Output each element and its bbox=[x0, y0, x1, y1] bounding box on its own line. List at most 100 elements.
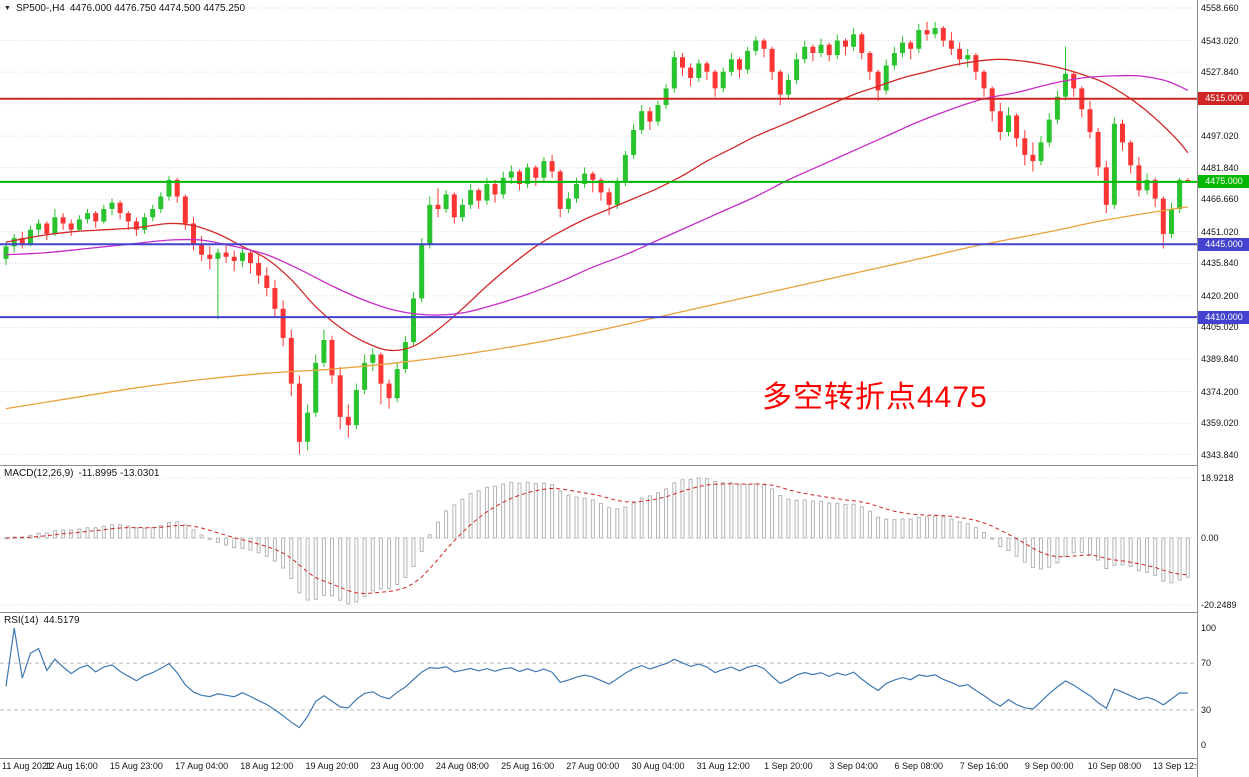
bull-candle bbox=[419, 244, 425, 299]
macd-histogram-bar bbox=[1185, 537, 1190, 578]
macd-histogram-bar bbox=[436, 521, 440, 539]
macd-histogram-bar bbox=[533, 483, 538, 539]
bull-candle bbox=[52, 217, 58, 234]
macd-histogram-bar bbox=[1177, 537, 1182, 581]
bear-candle bbox=[517, 171, 522, 184]
bear-candle bbox=[843, 40, 848, 47]
macd-histogram-bar bbox=[378, 537, 383, 590]
bull-candle bbox=[745, 50, 751, 70]
bull-candle bbox=[215, 252, 221, 259]
macd-axis-label: 18.9218 bbox=[1201, 473, 1234, 483]
macd-histogram-bar bbox=[558, 490, 563, 539]
price-pane[interactable]: ▼ SP500-,H4 4476.000 4476.750 4474.500 4… bbox=[0, 0, 1197, 465]
price-axis-label: 4359.020 bbox=[1201, 418, 1239, 429]
bear-candle bbox=[329, 340, 335, 376]
macd-histogram-bar bbox=[957, 521, 962, 539]
macd-histogram-bar bbox=[908, 518, 913, 539]
price-chart-svg bbox=[0, 7, 1197, 456]
macd-histogram-bar bbox=[44, 532, 49, 539]
macd-histogram-bar bbox=[566, 494, 571, 539]
bear-candle bbox=[296, 383, 302, 442]
bull-candle bbox=[109, 202, 115, 209]
bear-candle bbox=[231, 256, 237, 261]
price-axis-label: 4343.840 bbox=[1201, 449, 1239, 460]
rsi-axis-label: 0 bbox=[1201, 740, 1207, 750]
bull-candle bbox=[85, 213, 90, 220]
macd-axis-label: 0.00 bbox=[1201, 533, 1219, 543]
bear-candle bbox=[182, 196, 188, 224]
macd-values: -11.8995 -13.0301 bbox=[78, 468, 160, 479]
macd-histogram-bar bbox=[876, 516, 881, 539]
macd-histogram-bar bbox=[313, 537, 318, 600]
bear-candle bbox=[981, 71, 987, 89]
macd-histogram-bar bbox=[607, 507, 612, 539]
bull-candle bbox=[671, 57, 677, 89]
time-axis-label: 30 Aug 04:00 bbox=[631, 761, 685, 771]
pane-separator[interactable] bbox=[0, 758, 1249, 759]
bull-candle bbox=[834, 40, 840, 56]
bear-candle bbox=[989, 88, 995, 112]
bear-candle bbox=[60, 217, 66, 224]
macd-pane[interactable]: MACD(12,26,9) -11.8995 -13.0301 bbox=[0, 466, 1197, 612]
bull-candle bbox=[362, 362, 368, 390]
price-axis-label: 4543.020 bbox=[1201, 35, 1239, 46]
macd-histogram-bar bbox=[704, 478, 709, 539]
bull-candle bbox=[36, 223, 42, 230]
bear-candle bbox=[769, 48, 775, 72]
macd-histogram-bar bbox=[69, 529, 74, 539]
time-axis-label: 27 Aug 00:00 bbox=[566, 761, 620, 771]
bull-candle bbox=[932, 28, 938, 35]
macd-histogram-bar bbox=[778, 495, 783, 539]
bear-candle bbox=[125, 213, 131, 222]
macd-histogram-bar bbox=[191, 529, 196, 539]
macd-histogram-bar bbox=[990, 537, 995, 540]
macd-histogram-bar bbox=[1047, 537, 1052, 568]
pane-separator[interactable] bbox=[0, 612, 1249, 613]
bear-candle bbox=[875, 71, 881, 91]
bear-candle bbox=[435, 204, 441, 209]
bull-candle bbox=[443, 194, 449, 209]
macd-histogram-bar bbox=[264, 537, 269, 557]
bear-candle bbox=[272, 288, 278, 309]
macd-histogram-bar bbox=[338, 537, 343, 601]
bear-candle bbox=[688, 67, 694, 78]
bull-candle bbox=[508, 171, 514, 178]
macd-histogram-bar bbox=[289, 537, 294, 579]
macd-histogram-bar bbox=[36, 532, 41, 539]
bull-candle bbox=[1054, 96, 1060, 120]
macd-histogram-bar bbox=[232, 537, 237, 548]
bull-candle bbox=[1063, 73, 1068, 97]
macd-histogram-bar bbox=[1169, 537, 1174, 584]
bull-candle bbox=[883, 65, 889, 91]
bull-candle bbox=[500, 177, 506, 195]
macd-signal-line bbox=[5, 483, 1188, 595]
bull-candle bbox=[614, 181, 620, 205]
rsi-svg bbox=[0, 627, 1197, 729]
pane-separator[interactable] bbox=[0, 465, 1249, 466]
time-axis-label: 10 Sep 08:00 bbox=[1087, 761, 1142, 771]
bear-candle bbox=[492, 184, 498, 195]
macd-histogram-bar bbox=[590, 499, 595, 539]
bear-candle bbox=[997, 111, 1003, 132]
bear-candle bbox=[826, 44, 832, 56]
bull-candle bbox=[1038, 142, 1044, 162]
macd-axis-label: -20.2489 bbox=[1201, 600, 1237, 610]
bear-candle bbox=[1185, 179, 1191, 182]
macd-histogram-bar bbox=[1022, 537, 1027, 563]
macd-histogram-bar bbox=[656, 492, 660, 539]
bull-candle bbox=[720, 71, 726, 89]
macd-histogram-bar bbox=[28, 534, 33, 539]
time-axis-label: 24 Aug 08:00 bbox=[435, 761, 489, 771]
rsi-pane[interactable]: RSI(14) 44.5179 bbox=[0, 613, 1197, 758]
bull-candle bbox=[3, 246, 9, 259]
macd-histogram-bar bbox=[387, 537, 392, 590]
bull-candle bbox=[239, 252, 245, 261]
bear-candle bbox=[133, 221, 139, 230]
macd-histogram-bar bbox=[501, 483, 506, 539]
macd-histogram-bar bbox=[900, 518, 905, 539]
bull-candle bbox=[916, 30, 922, 49]
macd-histogram-bar bbox=[354, 537, 359, 603]
bear-candle bbox=[117, 202, 123, 214]
macd-histogram-bar bbox=[525, 481, 530, 539]
bull-candle bbox=[321, 340, 327, 363]
